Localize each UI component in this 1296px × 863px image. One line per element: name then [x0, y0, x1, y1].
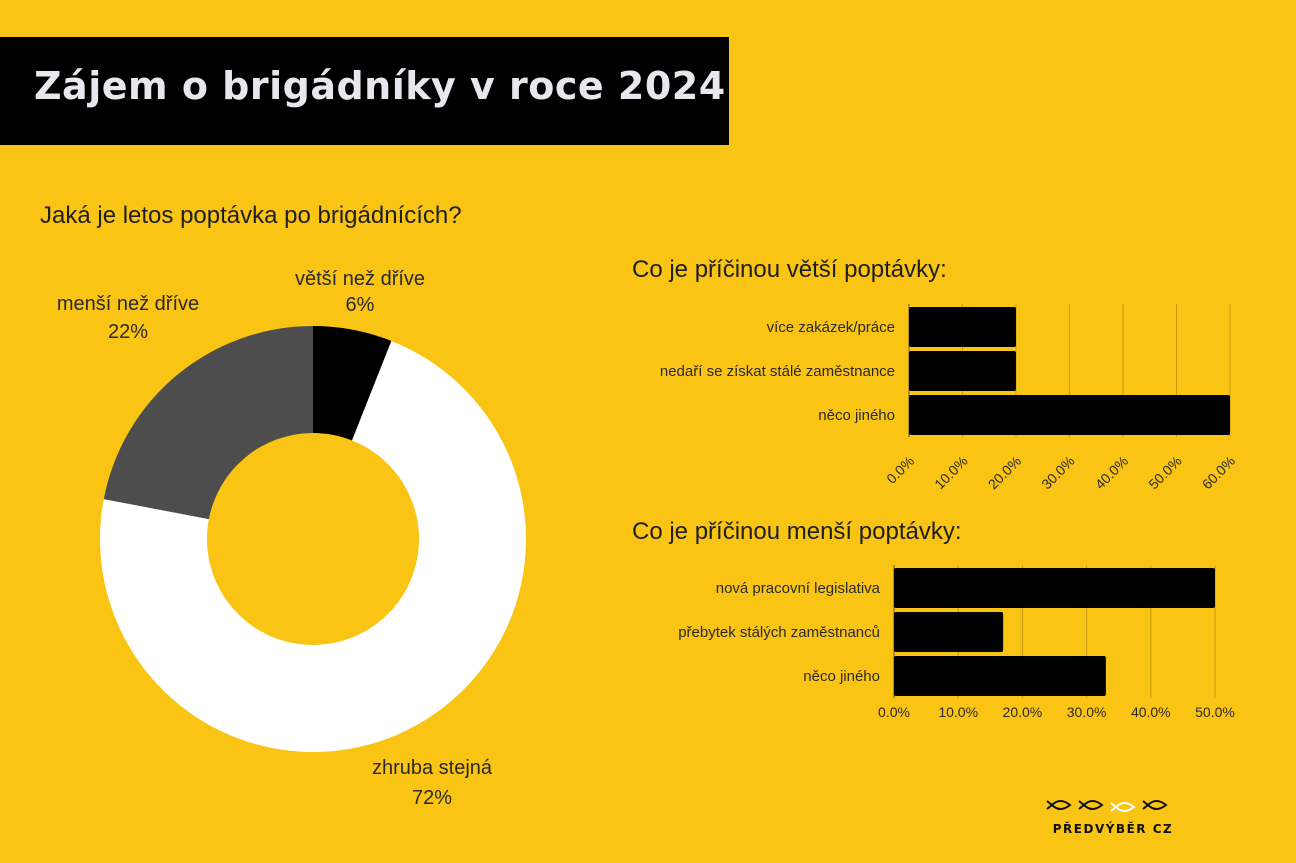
- donut-chart-title: Jaká je letos poptávka po brigádnících?: [40, 202, 462, 229]
- tick-label: 20.0%: [985, 453, 1024, 492]
- tick-label: 40.0%: [1131, 704, 1171, 720]
- tick-label: 10.0%: [938, 704, 978, 720]
- bar-chart-2-title: Co je příčinou menší poptávky:: [632, 518, 962, 545]
- category-label: něco jiného: [818, 407, 895, 424]
- slice-value-label: 6%: [346, 294, 375, 316]
- bar: [894, 656, 1106, 696]
- slice-label: větší než dříve: [295, 268, 425, 290]
- category-label: nedaří se získat stálé zaměstnance: [660, 363, 895, 380]
- bar: [894, 612, 1004, 652]
- tick-label: 40.0%: [1092, 453, 1131, 492]
- bar: [909, 351, 1016, 391]
- slice-label: menší než dříve: [57, 293, 199, 315]
- bar: [894, 568, 1215, 608]
- category-label: nová pracovní legislativa: [716, 580, 881, 597]
- bar-chart-1-title: Co je příčinou větší poptávky:: [632, 256, 947, 283]
- tick-label: 60.0%: [1199, 453, 1238, 492]
- tick-label: 50.0%: [1195, 704, 1235, 720]
- fish-icons: [1046, 800, 1168, 812]
- logo-text: PŘEDVÝBĚR CZ: [1052, 822, 1174, 836]
- tick-label: 20.0%: [1003, 704, 1043, 720]
- donut-slice: [313, 326, 392, 441]
- tick-label: 0.0%: [883, 453, 917, 487]
- tick-label: 10.0%: [931, 453, 970, 492]
- bar: [909, 395, 1230, 435]
- category-label: více zakázek/práce: [767, 319, 895, 336]
- tick-label: 30.0%: [1038, 453, 1077, 492]
- slice-value-label: 72%: [412, 787, 452, 809]
- tick-label: 0.0%: [878, 704, 910, 720]
- category-label: přebytek stálých zaměstnanců: [678, 624, 880, 641]
- brand-logo: PŘEDVÝBĚR CZ: [1046, 795, 1180, 836]
- slice-value-label: 22%: [108, 321, 148, 343]
- slice-label: zhruba stejná: [372, 757, 493, 779]
- bar: [909, 307, 1016, 347]
- title-bar: [0, 37, 729, 145]
- donut-slice: [103, 326, 313, 520]
- category-label: něco jiného: [803, 668, 880, 685]
- donut-slice: [100, 340, 527, 752]
- tick-label: 50.0%: [1145, 453, 1184, 492]
- page-title: Zájem o brigádníky v roce 2024: [34, 64, 726, 108]
- tick-label: 30.0%: [1067, 704, 1107, 720]
